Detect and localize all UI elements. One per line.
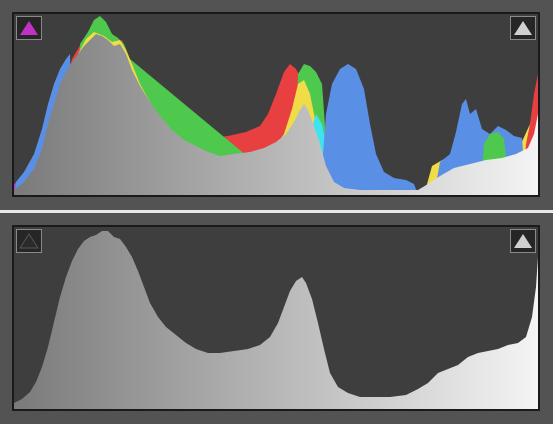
highlight-clipping-icon xyxy=(514,21,532,35)
histogram-panel-luminance xyxy=(12,225,540,411)
shadow-clipping-icon xyxy=(20,21,38,35)
shadow-clipping-icon xyxy=(19,233,39,249)
color-histogram-graph xyxy=(14,16,538,195)
shadow-clipping-button[interactable] xyxy=(16,229,42,253)
panel-divider xyxy=(0,210,553,213)
histogram-panel-color xyxy=(12,12,540,197)
highlight-clipping-button[interactable] xyxy=(510,16,536,40)
luminance-area xyxy=(14,231,538,409)
blue-channel-area xyxy=(320,64,418,195)
luminance-histogram-graph xyxy=(14,231,538,409)
highlight-clipping-button[interactable] xyxy=(510,229,536,253)
luminance-area xyxy=(14,34,538,195)
highlight-clipping-icon xyxy=(514,234,532,248)
shadow-clipping-button[interactable] xyxy=(16,16,42,40)
